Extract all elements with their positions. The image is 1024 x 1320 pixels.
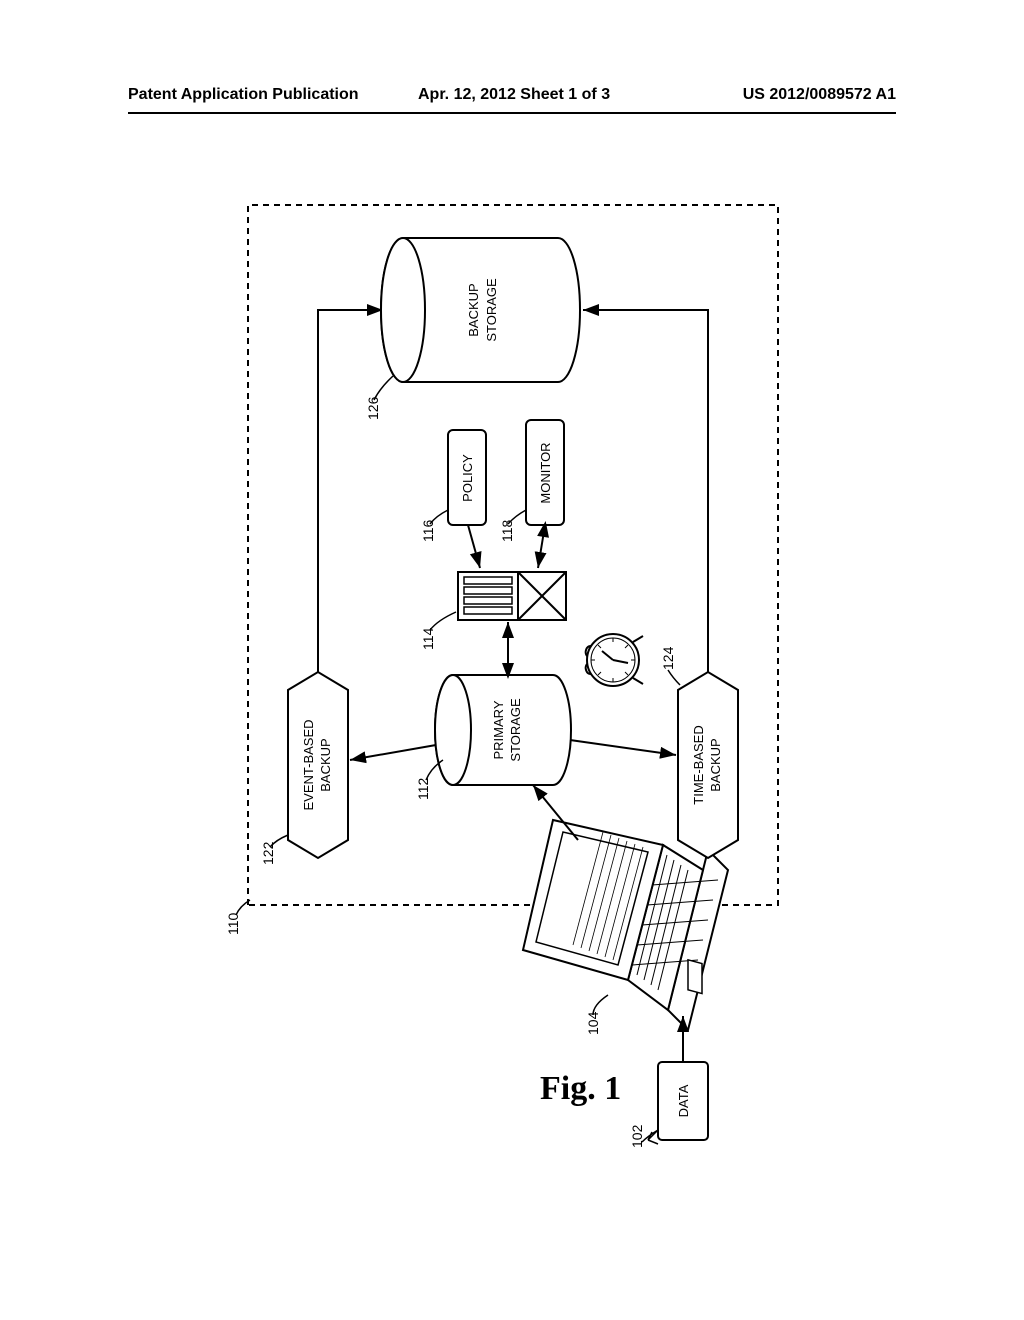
page-header: Patent Application Publication Apr. 12, …: [128, 86, 896, 114]
policy-label: POLICY: [460, 454, 475, 502]
time-label-1: TIME-BASED: [691, 725, 706, 804]
ref-122: 122: [260, 841, 276, 865]
event-backup: EVENT-BASED BACKUP: [288, 672, 348, 858]
backup-label-1: BACKUP: [466, 283, 481, 336]
header-left: Patent Application Publication: [128, 86, 359, 104]
arrow-primary-event: [350, 745, 436, 760]
arrow-monitor-server: [538, 525, 545, 568]
arrow-policy-server: [468, 525, 480, 568]
header-mid: Apr. 12, 2012 Sheet 1 of 3: [418, 86, 610, 104]
ref-110: 110: [225, 912, 241, 935]
event-label-1: EVENT-BASED: [301, 719, 316, 810]
ref-124: 124: [660, 646, 676, 670]
diagram-svg: 110 DATA 102: [128, 140, 896, 1240]
primary-label-2: STORAGE: [508, 698, 523, 762]
time-label-2: BACKUP: [708, 738, 723, 791]
time-backup: TIME-BASED BACKUP: [678, 672, 738, 858]
arrow-event-backup: [318, 310, 383, 672]
backup-label-2: STORAGE: [484, 278, 499, 342]
ref-116: 116: [420, 519, 436, 542]
backup-storage: BACKUP STORAGE: [381, 238, 580, 382]
monitor-block: MONITOR: [526, 420, 564, 525]
arrow-time-backup: [583, 310, 708, 672]
header-right: US 2012/0089572 A1: [743, 86, 896, 104]
server-icon: [458, 572, 566, 620]
figure-canvas: 110 DATA 102: [128, 140, 896, 1240]
arrow-primary-time: [570, 740, 676, 755]
event-label-2: BACKUP: [318, 738, 333, 791]
figure-label: Fig. 1: [540, 1070, 621, 1108]
policy-block: POLICY: [448, 430, 486, 525]
ref-126: 126: [365, 396, 381, 420]
clock-icon: [586, 634, 643, 686]
monitor-label: MONITOR: [538, 442, 553, 503]
data-label: DATA: [676, 1084, 691, 1117]
ref-114: 114: [420, 627, 436, 650]
primary-label-1: PRIMARY: [491, 700, 506, 759]
data-block: DATA 102: [629, 1062, 708, 1148]
ref-102: 102: [629, 1124, 645, 1148]
primary-storage: PRIMARY STORAGE: [435, 675, 571, 785]
ref-112: 112: [415, 777, 431, 800]
ref-118: 118: [499, 519, 515, 542]
